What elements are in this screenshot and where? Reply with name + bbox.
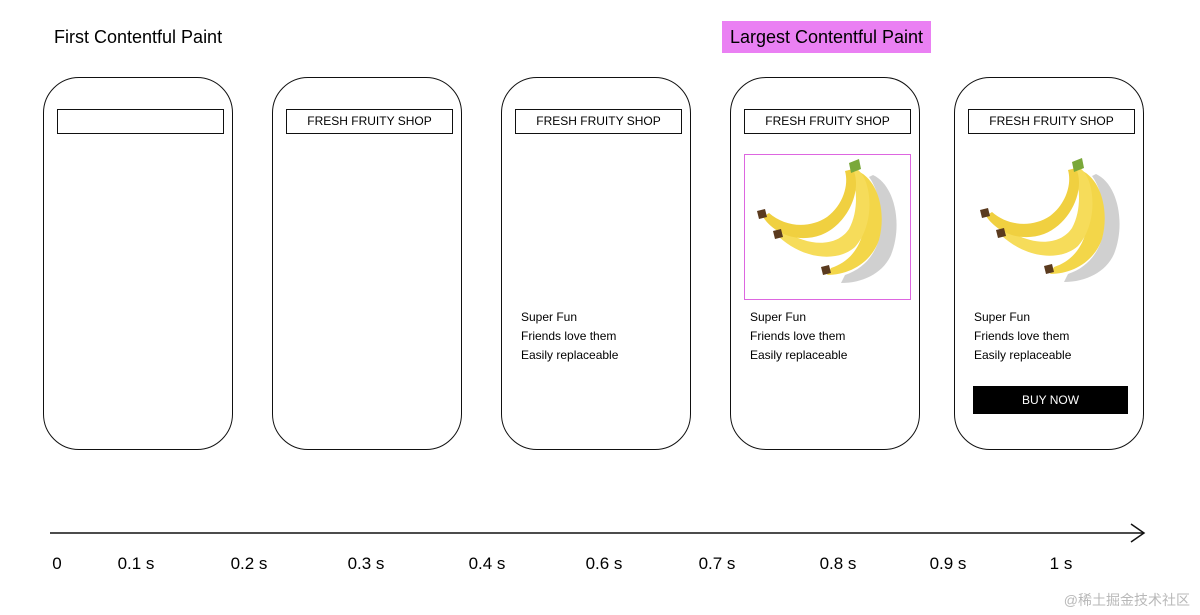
- tick-label: 0.8 s: [819, 554, 857, 573]
- tick-label: 0.4 s: [468, 554, 506, 573]
- tick-label: 0.7 s: [698, 554, 736, 573]
- feature-list: Super Fun Friends love them Easily repla…: [974, 308, 1071, 365]
- banana-image: [968, 154, 1135, 300]
- banana-icon: [980, 158, 1120, 282]
- phone-frame-3: FRESH FRUITY SHOP Super Fun Friends love…: [501, 77, 691, 450]
- buy-now-button[interactable]: BUY NOW: [973, 386, 1128, 414]
- feature-line: Super Fun: [750, 310, 807, 324]
- tick-label: 0.9 s: [929, 554, 967, 573]
- tick-label: 0: [52, 554, 62, 573]
- feature-list: Super Fun Friends love them Easily repla…: [750, 308, 847, 365]
- phone-header: FRESH FRUITY SHOP: [515, 109, 682, 134]
- first-contentful-paint-label: First Contentful Paint: [54, 27, 223, 47]
- tick-label: 0.2 s: [230, 554, 268, 573]
- phone-frame-5: FRESH FRUITY SHOP Super Fun Friends love…: [954, 77, 1144, 450]
- phone-frame-2: FRESH FRUITY SHOP: [272, 77, 462, 450]
- banana-image: [744, 154, 911, 300]
- watermark: @稀土掘金技术社区: [1063, 592, 1190, 608]
- feature-line: Easily replaceable: [750, 348, 848, 362]
- feature-line: Friends love them: [750, 329, 846, 343]
- feature-line: Friends love them: [521, 329, 617, 343]
- feature-line: Easily replaceable: [521, 348, 619, 362]
- tick-label: 0.1 s: [117, 554, 155, 573]
- arrow-right-icon: [1130, 523, 1146, 543]
- tick-label: 0.6 s: [585, 554, 623, 573]
- feature-line: Super Fun: [521, 310, 578, 324]
- tick-label: 0.3 s: [347, 554, 385, 573]
- feature-line: Friends love them: [974, 329, 1070, 343]
- feature-line: Super Fun: [974, 310, 1031, 324]
- feature-line: Easily replaceable: [974, 348, 1072, 362]
- phone-header: [57, 109, 224, 134]
- tick-label: 1 s: [1049, 554, 1073, 573]
- phone-frame-4: FRESH FRUITY SHOP Super Fun Friends love…: [730, 77, 920, 450]
- phone-header: FRESH FRUITY SHOP: [744, 109, 911, 134]
- feature-list: Super Fun Friends love them Easily repla…: [521, 308, 618, 365]
- timeline-axis: [50, 523, 1146, 543]
- banana-icon: [757, 159, 897, 283]
- largest-contentful-paint-label: Largest Contentful Paint: [722, 21, 931, 53]
- phone-header: FRESH FRUITY SHOP: [286, 109, 453, 134]
- phone-frame-1: [43, 77, 233, 450]
- phone-header: FRESH FRUITY SHOP: [968, 109, 1135, 134]
